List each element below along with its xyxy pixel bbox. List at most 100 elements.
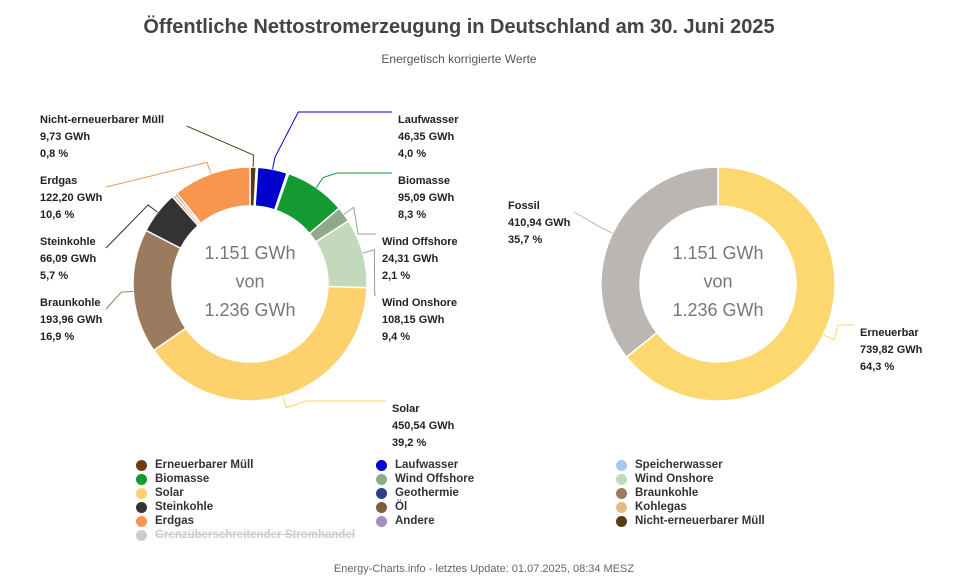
legend-label: Steinkohle: [155, 501, 214, 513]
data-label-solar-value: 450,54 GWh: [392, 420, 455, 432]
legend-label: Grenzüberschreitender Stromhandel: [155, 529, 356, 541]
legend-swatch: [376, 515, 387, 527]
connector-erdgas: [105, 161, 212, 188]
center-text-1-2: von: [235, 271, 264, 291]
donut-chart-1: Nicht-erneuerbarer Müll 9,73 GWh 0,8 % Lauf…: [40, 111, 459, 449]
data-label-laufwasser-value: 46,35 GWh: [398, 131, 455, 143]
legend-item-braunkohle[interactable]: Braunkohle: [616, 486, 856, 500]
chart-subtitle: Energetisch korrigierte Werte: [381, 52, 537, 66]
legend: Erneuerbarer Müll Laufwasser Speicherwasse…: [136, 458, 856, 542]
data-label-laufwasser-name: Laufwasser: [398, 114, 459, 126]
data-label-solar-percent: 39,2 %: [392, 437, 426, 449]
data-label-wind-onshore-name: Wind Onshore: [382, 297, 457, 309]
legend-item-oel[interactable]: Öl: [376, 500, 616, 514]
legend-item-andere[interactable]: Andere: [376, 514, 616, 528]
center-text-2-1: 1.151 GWh: [672, 243, 763, 263]
credits[interactable]: Energy-Charts.info - letztes Update: 01.…: [333, 563, 635, 575]
legend-label: Geothermie: [395, 487, 459, 499]
legend-item-geothermie[interactable]: Geothermie: [376, 486, 616, 500]
legend-swatch: [616, 515, 627, 527]
data-label-steinkohle-percent: 5,7 %: [40, 270, 68, 282]
legend-swatch: [136, 459, 147, 471]
data-label-biomasse-value: 95,09 GWh: [398, 192, 455, 204]
data-label-erdgas-name: Erdgas: [40, 175, 77, 187]
legend-swatch: [616, 487, 627, 499]
legend-item-speicherwasser[interactable]: Speicherwasser: [616, 458, 856, 472]
data-label-fossil-percent: 35,7 %: [508, 234, 542, 246]
legend-swatch: [616, 473, 627, 485]
slice-erneuerbar[interactable]: [625, 166, 836, 402]
legend-label: Biomasse: [155, 473, 210, 485]
legend-label: Speicherwasser: [635, 459, 723, 471]
connector-erneuerbar: [823, 324, 854, 341]
legend-swatch: [376, 459, 387, 471]
legend-label: Nicht-erneuerbarer Müll: [635, 515, 765, 527]
chart-title: Öffentliche Nettostromerzeugung in Deuts…: [143, 16, 775, 38]
data-label-braunkohle-name: Braunkohle: [40, 297, 101, 309]
connector-biomasse: [315, 172, 392, 188]
data-label-biomasse-name: Biomasse: [398, 175, 450, 187]
legend-item-wind-offshore[interactable]: Wind Offshore: [376, 472, 616, 486]
connector-laufwasser: [272, 111, 392, 170]
connector-solar: [282, 396, 386, 409]
slice-fossil[interactable]: [600, 166, 719, 358]
data-label-wind-offshore-name: Wind Offshore: [382, 236, 458, 248]
legend-swatch: [136, 473, 147, 485]
slice-braunkohle[interactable]: [132, 229, 187, 352]
data-label-erdgas-value: 122,20 GWh: [40, 192, 103, 204]
data-label-wind-onshore-value: 108,15 GWh: [382, 314, 445, 326]
data-label-wind-offshore-value: 24,31 GWh: [382, 253, 439, 265]
connector-braunkohle: [105, 290, 134, 310]
center-text-2-3: 1.236 GWh: [672, 300, 763, 320]
center-text-2-2: von: [703, 271, 732, 291]
center-text-1-1: 1.151 GWh: [204, 243, 295, 263]
connector-fossil: [573, 211, 613, 234]
data-label-fossil-value: 410,94 GWh: [508, 217, 571, 229]
legend-label: Erneuerbarer Müll: [155, 459, 254, 471]
legend-swatch: [616, 501, 627, 513]
legend-swatch: [136, 529, 147, 541]
legend-item-nicht-erneuerbarer-muell[interactable]: Nicht-erneuerbarer Müll: [616, 514, 856, 528]
legend-item-biomasse[interactable]: Biomasse: [136, 472, 376, 486]
legend-item-erdgas[interactable]: Erdgas: [136, 514, 376, 528]
data-label-erdgas-percent: 10,6 %: [40, 209, 74, 221]
data-label-nicht-erneuerbarer-muell-value: 9,73 GWh: [40, 131, 90, 143]
legend-swatch: [616, 459, 627, 471]
data-label-fossil-name: Fossil: [508, 200, 540, 212]
data-label-nicht-erneuerbarer-muell-percent: 0,8 %: [40, 148, 68, 160]
legend-item-laufwasser[interactable]: Laufwasser: [376, 458, 616, 472]
data-label-erneuerbar-name: Erneuerbar: [860, 327, 919, 339]
data-label-laufwasser-percent: 4,0 %: [398, 148, 426, 160]
legend-item-grenzueberschreitender-stromhandel[interactable]: Grenzüberschreitender Stromhandel: [136, 528, 616, 542]
legend-swatch: [376, 501, 387, 513]
legend-label: Wind Onshore: [635, 473, 714, 485]
data-label-wind-onshore-percent: 9,4 %: [382, 331, 410, 343]
connector-wind-offshore: [343, 206, 376, 235]
data-label-solar-name: Solar: [392, 403, 420, 415]
connector-nicht-erneuerbarer-muell: [186, 125, 254, 168]
donut-chart-2: Erneuerbar 739,82 GWh 64,3 % Fossil 410,94 G…: [508, 166, 923, 402]
legend-label: Kohlegas: [635, 501, 687, 513]
legend-item-solar[interactable]: Solar: [136, 486, 376, 500]
data-label-steinkohle-value: 66,09 GWh: [40, 253, 97, 265]
connector-wind-onshore: [362, 249, 376, 296]
center-text-1-3: 1.236 GWh: [204, 300, 295, 320]
legend-item-kohlegas[interactable]: Kohlegas: [616, 500, 856, 514]
legend-item-erneuerbarer-muell[interactable]: Erneuerbarer Müll: [136, 458, 376, 472]
connector-steinkohle: [105, 204, 158, 249]
data-label-braunkohle-percent: 16,9 %: [40, 331, 74, 343]
slice-solar[interactable]: [152, 285, 368, 402]
data-label-braunkohle-value: 193,96 GWh: [40, 314, 103, 326]
slice-erdgas[interactable]: [175, 166, 251, 225]
legend-item-steinkohle[interactable]: Steinkohle: [136, 500, 376, 514]
legend-swatch: [136, 487, 147, 499]
legend-swatch: [136, 515, 147, 527]
legend-label: Solar: [155, 487, 184, 499]
legend-item-wind-onshore[interactable]: Wind Onshore: [616, 472, 856, 486]
data-label-nicht-erneuerbarer-muell-name: Nicht-erneuerbarer Müll: [40, 114, 164, 126]
data-label-biomasse-percent: 8,3 %: [398, 209, 426, 221]
legend-swatch: [136, 501, 147, 513]
data-label-erneuerbar-percent: 64,3 %: [860, 361, 894, 373]
legend-swatch: [376, 473, 387, 485]
